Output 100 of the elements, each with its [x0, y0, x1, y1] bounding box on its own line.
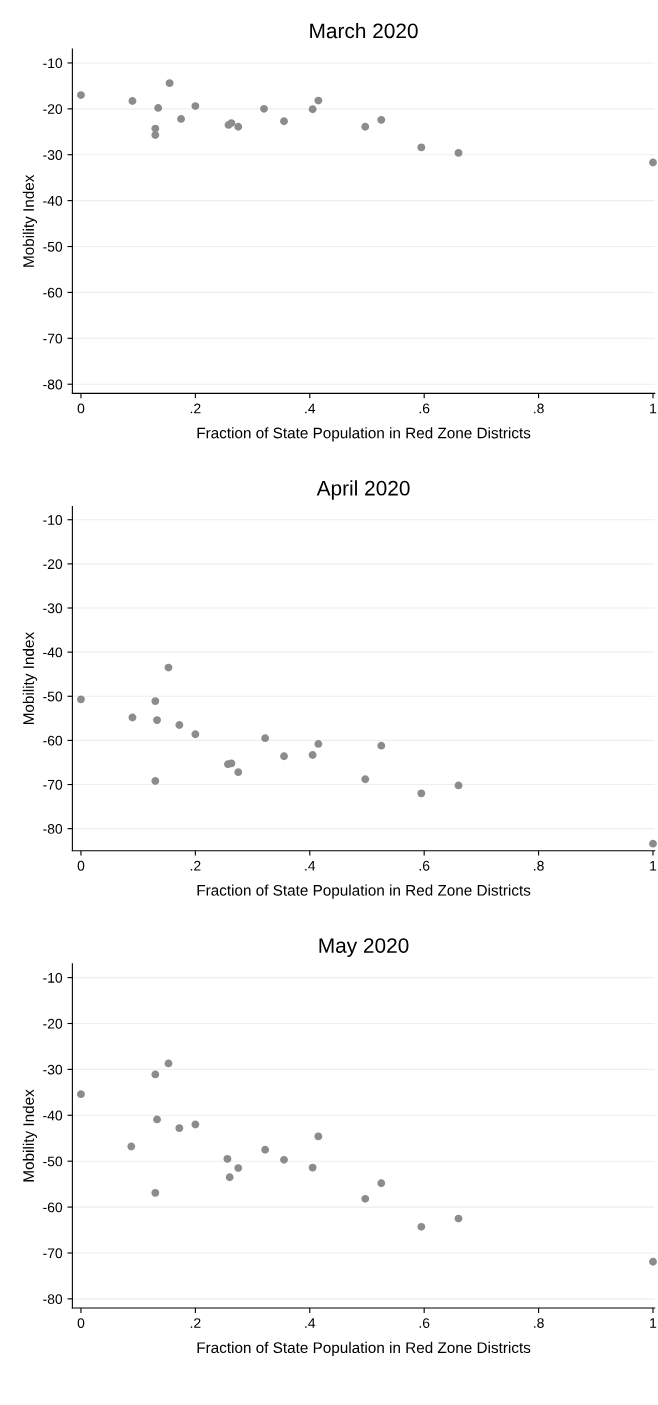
x-tick-label: .4 [305, 1318, 316, 1328]
point [649, 1257, 657, 1266]
point [151, 131, 160, 139]
point [225, 1173, 234, 1182]
y-tick-label: -30 [43, 150, 63, 160]
x-tick-label: 0 [77, 1318, 85, 1328]
point [153, 1115, 161, 1124]
point [175, 721, 184, 729]
point [314, 740, 323, 748]
x-tick-label: .8 [534, 860, 544, 871]
point [261, 734, 270, 743]
y-tick-label: -30 [43, 603, 63, 614]
x-tick-label: 0 [77, 860, 85, 871]
point [280, 117, 288, 126]
point [191, 1120, 200, 1129]
point [454, 1214, 463, 1223]
point [77, 695, 85, 704]
point [308, 751, 317, 759]
point [280, 1155, 288, 1164]
y-tick-label: -50 [43, 691, 63, 702]
y-tick-label: -10 [43, 515, 63, 525]
point [308, 105, 317, 114]
point [234, 768, 243, 777]
y-tick-label: -60 [43, 735, 63, 746]
chart-title: April 2020 [316, 480, 410, 500]
y-tick-label: -40 [43, 647, 63, 658]
point [260, 104, 268, 113]
y-tick-label: -60 [43, 287, 63, 298]
point [164, 1059, 173, 1068]
point [223, 1154, 232, 1163]
x-tick-label: .2 [190, 860, 201, 871]
point [128, 97, 137, 105]
point [153, 716, 161, 725]
point [127, 1142, 136, 1151]
y-tick-label: -80 [43, 824, 63, 834]
x-tick-label: .8 [534, 1318, 544, 1328]
x-tick-label: 1 [650, 860, 657, 871]
y-tick-label: -50 [43, 1156, 63, 1167]
point [151, 777, 160, 785]
point [417, 1222, 426, 1231]
x-tick-label: .2 [190, 403, 201, 414]
point [164, 663, 173, 672]
point [308, 1163, 317, 1172]
x-axis-title: Fraction of State Population in Red Zone Districts [197, 884, 531, 899]
point [191, 102, 200, 111]
x-tick-label: 1 [650, 403, 657, 414]
point [361, 775, 370, 784]
y-tick-label: -80 [43, 1294, 63, 1305]
y-tick-label: -40 [43, 195, 63, 206]
point [234, 1164, 243, 1172]
point [165, 79, 174, 88]
x-tick-label: 0 [77, 403, 85, 414]
y-tick-label: -70 [43, 779, 63, 790]
y-tick-label: -20 [43, 104, 63, 115]
point [77, 91, 85, 99]
x-tick-label: .6 [419, 403, 430, 414]
x-axis-title: Fraction of State Population in Red Zone Districts [197, 427, 531, 442]
y-tick-label: -70 [43, 1248, 63, 1259]
y-tick-label: -10 [43, 972, 63, 983]
point [227, 759, 236, 768]
y-axis-title: Mobility Index [22, 174, 38, 267]
x-tick-label: .2 [190, 1318, 201, 1328]
x-axis-title: Fraction of State Population in Red Zone Districts [197, 1341, 531, 1357]
y-tick-label: -40 [43, 1110, 63, 1121]
point [649, 158, 657, 167]
point [314, 96, 323, 105]
point [175, 1124, 184, 1133]
x-tick-label: .6 [419, 1318, 430, 1328]
point [454, 148, 463, 157]
y-axis-title: Mobility Index [22, 632, 38, 725]
point [128, 713, 137, 722]
point [417, 143, 426, 152]
point [261, 1145, 270, 1154]
x-tick-label: .6 [419, 860, 430, 871]
y-tick-label: -10 [43, 58, 63, 69]
point [314, 1132, 323, 1141]
point [377, 1179, 386, 1188]
point [234, 122, 243, 131]
point [151, 1070, 160, 1079]
point [377, 741, 386, 750]
y-tick-label: -20 [43, 559, 63, 570]
y-tick-label: -20 [43, 1018, 63, 1029]
x-tick-label: .4 [305, 403, 316, 414]
x-tick-label: 1 [650, 1318, 657, 1328]
chart-title: May 2020 [319, 938, 409, 958]
y-tick-label: -50 [43, 241, 63, 252]
point [361, 1194, 370, 1203]
x-tick-label: .8 [534, 403, 544, 414]
y-axis-title: Mobility Index [22, 1089, 38, 1182]
point [191, 730, 200, 739]
point [280, 752, 288, 761]
x-tick-label: .4 [305, 860, 316, 871]
point [77, 1090, 85, 1099]
point [151, 697, 160, 706]
y-tick-label: -80 [43, 379, 63, 390]
y-tick-label: -70 [43, 333, 63, 344]
point [649, 839, 657, 848]
point [154, 103, 163, 112]
point [361, 122, 370, 131]
y-tick-label: -30 [43, 1064, 63, 1075]
